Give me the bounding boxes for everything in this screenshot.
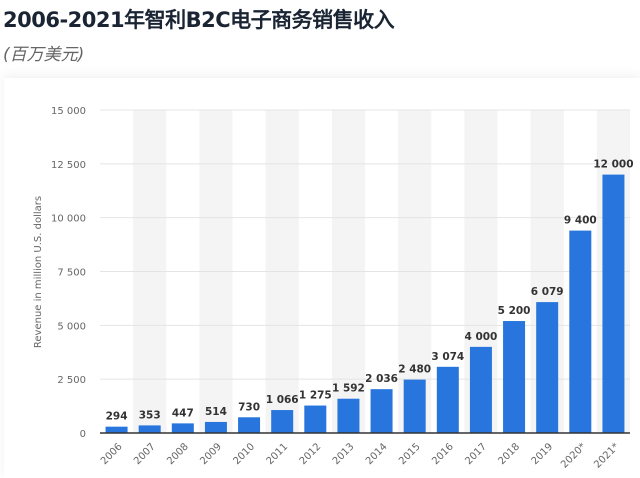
- data-label: 730: [238, 401, 260, 413]
- data-label: 1 275: [299, 390, 332, 402]
- chart-title: 2006-2021年智利B2C电子商务销售收入: [3, 8, 395, 32]
- y-tick-label: 12 500: [51, 160, 86, 171]
- data-label: 12 000: [593, 159, 633, 171]
- bar: [138, 425, 161, 433]
- bar: [436, 366, 459, 433]
- data-label: 1 066: [266, 394, 299, 406]
- data-label: 447: [172, 407, 194, 419]
- x-tick-label: 2019: [530, 441, 556, 467]
- bar: [569, 230, 592, 433]
- data-label: 1 592: [332, 383, 365, 395]
- x-tick-label: 2012: [298, 441, 324, 467]
- y-tick-label: 10 000: [51, 214, 86, 225]
- bar: [469, 346, 492, 433]
- bar: [337, 398, 360, 433]
- data-label: 2 480: [398, 364, 431, 376]
- x-tick-label: 2008: [165, 441, 191, 467]
- x-tick-label: 2018: [496, 441, 522, 467]
- bar: [503, 321, 526, 433]
- x-tick-label: 2013: [331, 441, 357, 467]
- bar: [304, 405, 327, 433]
- x-tick-label: 2010: [231, 441, 257, 467]
- data-label: 5 200: [498, 305, 531, 317]
- data-label: 353: [139, 409, 161, 421]
- y-axis-label: Revenue in million U.S. dollars: [33, 196, 44, 348]
- x-tick-label: 2015: [397, 441, 423, 467]
- x-tick-label: 2006: [99, 441, 125, 467]
- y-tick-label: 15 000: [51, 106, 86, 117]
- bar: [370, 389, 393, 433]
- x-tick-label: 2009: [198, 441, 224, 467]
- x-tick-label: 2011: [265, 441, 291, 467]
- x-tick-label: 2017: [463, 441, 489, 467]
- x-tick-label: 2016: [430, 441, 456, 467]
- bar: [238, 417, 261, 433]
- chart-subtitle: (百万美元): [3, 45, 85, 65]
- bar: [171, 423, 194, 433]
- bar: [536, 302, 559, 433]
- bar: [204, 421, 227, 433]
- bar: [271, 410, 294, 433]
- bar: [105, 426, 128, 433]
- data-label: 2 036: [365, 373, 398, 385]
- x-tick-label: 2007: [132, 441, 158, 467]
- x-tick-label: 2014: [364, 441, 390, 467]
- x-tick-label: 2020*: [559, 441, 588, 470]
- bar: [403, 379, 426, 433]
- y-tick-label: 7 500: [57, 268, 86, 279]
- data-label: 6 079: [531, 286, 564, 298]
- y-tick-label: 0: [80, 429, 86, 440]
- data-label: 9 400: [564, 215, 597, 227]
- y-tick-label: 2 500: [57, 375, 86, 386]
- data-label: 294: [106, 411, 128, 423]
- data-label: 4 000: [464, 331, 497, 343]
- x-tick-label: 2021*: [592, 441, 621, 470]
- y-tick-label: 5 000: [57, 321, 86, 332]
- data-label: 514: [205, 406, 227, 418]
- bar: [602, 174, 625, 433]
- data-label: 3 074: [431, 351, 464, 363]
